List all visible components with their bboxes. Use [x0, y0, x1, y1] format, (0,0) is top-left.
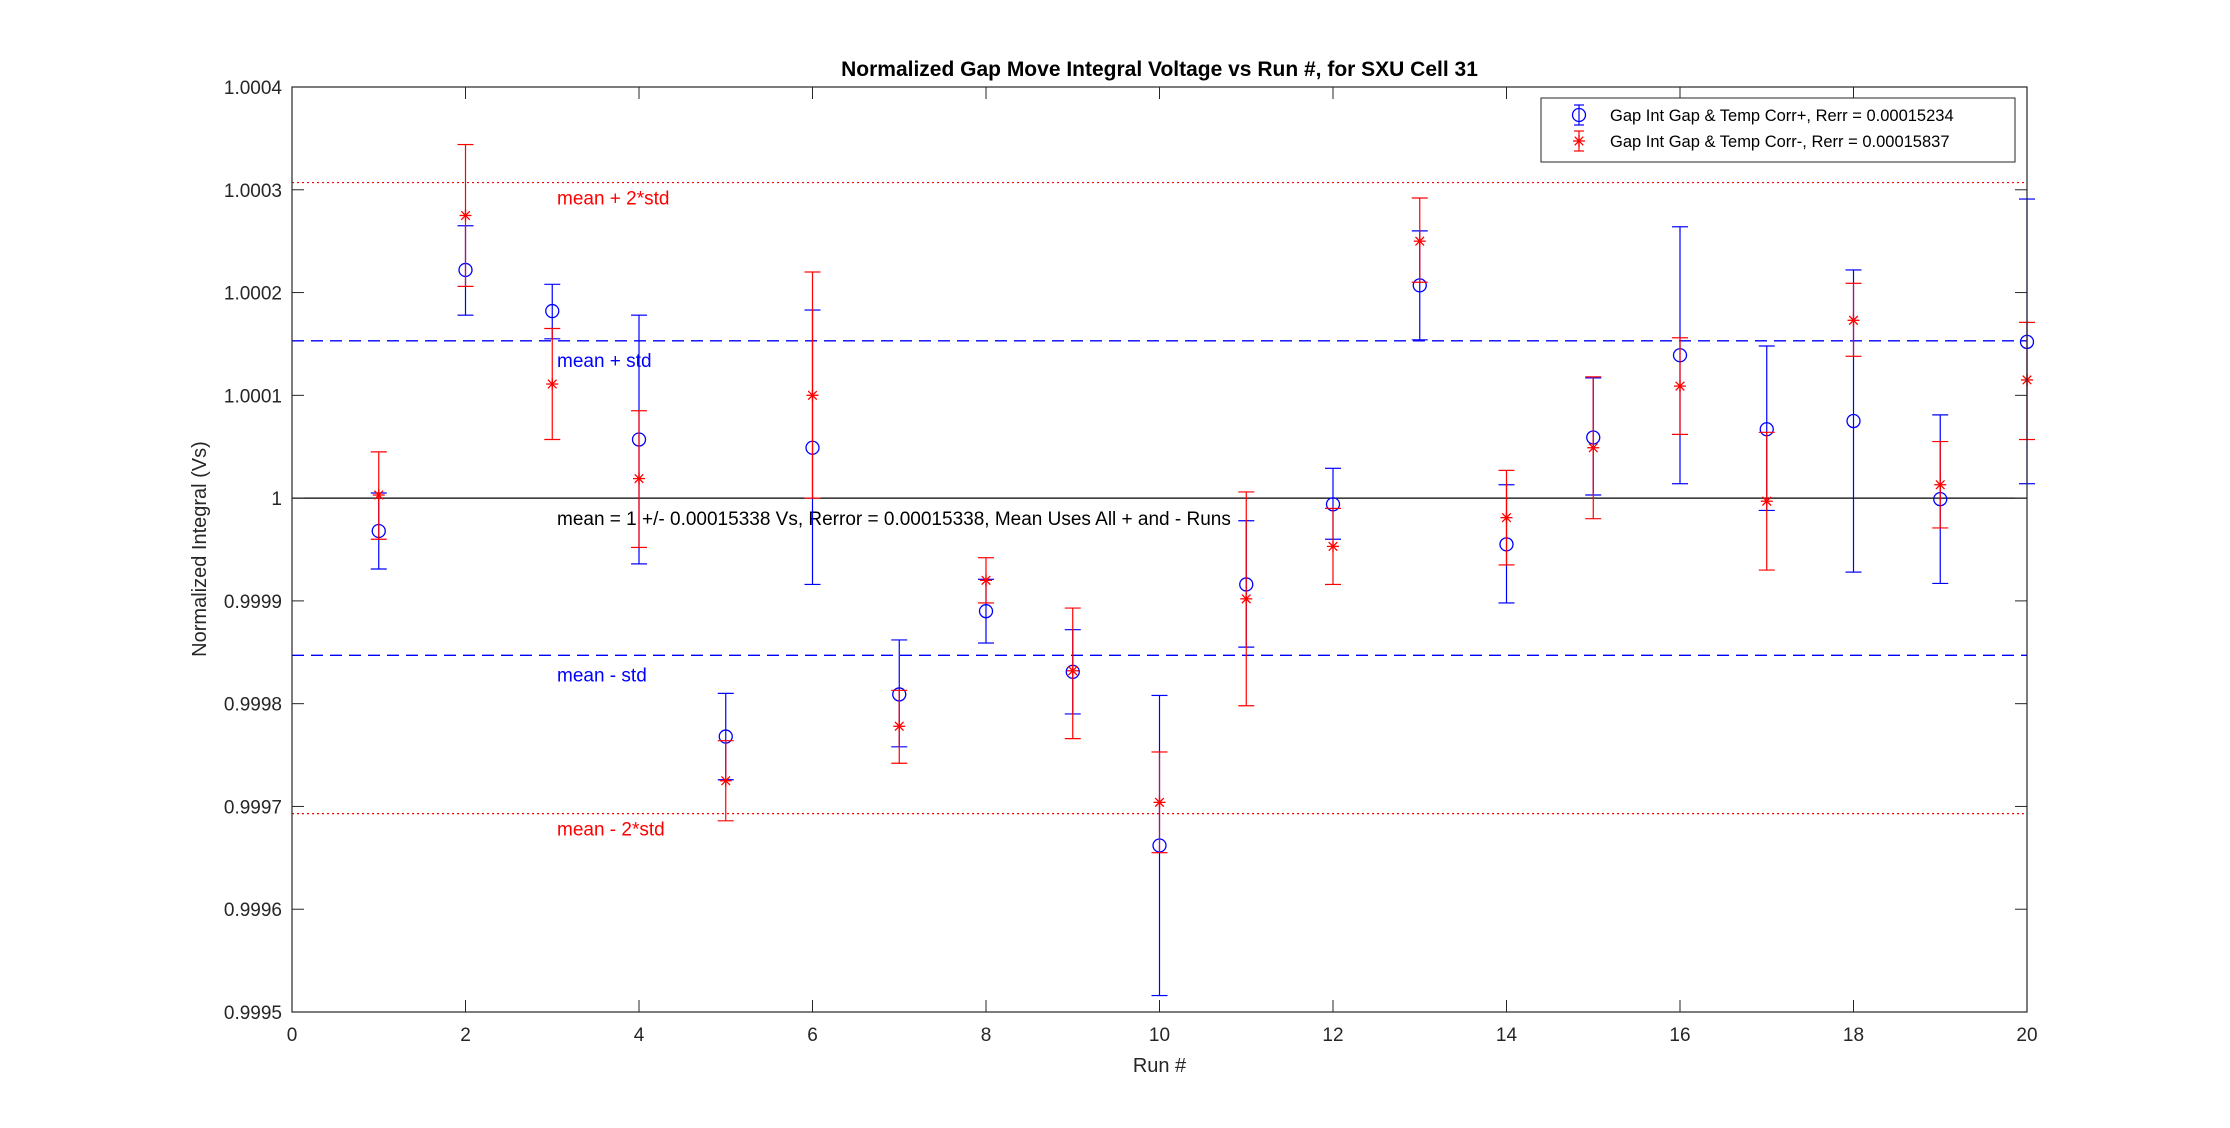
reference-lines	[292, 181, 2027, 815]
data-point	[1153, 796, 1166, 809]
reference-line-labels: mean + 2*std mean + std mean = 1 +/- 0.000…	[557, 189, 1231, 841]
reference-line-label-4: mean - 2*std	[557, 820, 665, 841]
data-point	[980, 574, 992, 587]
x-tick-label: 8	[981, 1025, 992, 1046]
x-tick-label: 16	[1669, 1025, 1690, 1046]
x-tick-label: 12	[1322, 1025, 1343, 1046]
legend-symbol	[1573, 135, 1585, 147]
data-point	[1240, 592, 1253, 605]
data-point	[1674, 380, 1686, 393]
legend-marker-corr-plus	[1571, 104, 1587, 126]
data-point	[893, 720, 906, 733]
data-point	[978, 604, 994, 619]
x-axis: 0 2 4 6 8 10 12 14 16 18 20	[287, 87, 2038, 1046]
chart-title: Normalized Gap Move Integral Voltage vs …	[841, 58, 1478, 81]
y-tick-label: 0.9996	[224, 900, 282, 921]
x-tick-label: 18	[1843, 1025, 1864, 1046]
legend-box	[1540, 97, 2016, 163]
legend-entry-corr-plus: Gap Int Gap & Temp Corr+, Rerr = 0.00015…	[1610, 107, 1954, 125]
data-point	[1500, 511, 1513, 524]
x-tick-label: 0	[287, 1025, 298, 1046]
data-point	[1847, 314, 1860, 327]
data-point	[1413, 235, 1426, 248]
y-axis: 0.9995 0.9996 0.9997 0.9998 0.9999 1 1.0001 1.0…	[224, 78, 2027, 1024]
data-point	[633, 472, 645, 485]
y-tick-label: 0.9999	[224, 592, 282, 613]
error-bar	[804, 271, 821, 499]
data-point	[719, 774, 732, 787]
data-point	[1587, 441, 1600, 454]
legend-symbol	[1571, 107, 1587, 123]
legend-entry-corr-minus: Gap Int Gap & Temp Corr-, Rerr = 0.00015…	[1610, 133, 1950, 151]
data-point	[545, 303, 560, 319]
y-tick-label: 1.0002	[224, 284, 282, 305]
x-tick-label: 2	[460, 1025, 471, 1046]
x-tick-label: 6	[807, 1025, 818, 1046]
y-tick-label: 0.9995	[224, 1003, 282, 1024]
data-point	[1846, 413, 1861, 429]
y-tick-label: 0.9997	[224, 797, 282, 818]
data-point	[1760, 495, 1773, 508]
y-tick-label: 1.0003	[224, 181, 282, 202]
y-axis-label: Normalized Integral (Vs)	[189, 441, 211, 657]
data-point	[546, 378, 559, 391]
x-tick-label: 10	[1149, 1025, 1170, 1046]
data-point	[1066, 664, 1079, 677]
series-1	[370, 143, 2035, 854]
reference-line-label-0: mean + 2*std	[557, 189, 670, 210]
x-tick-label: 4	[634, 1025, 645, 1046]
y-tick-label: 1	[271, 489, 282, 510]
y-tick-label: 1.0004	[224, 78, 283, 99]
data-point	[1327, 540, 1339, 553]
data-point	[372, 489, 385, 502]
legend: Gap Int Gap & Temp Corr+, Rerr = 0.00015…	[1540, 97, 2016, 163]
reference-line-label-2: mean = 1 +/- 0.00015338 Vs, Rerror = 0.0…	[557, 509, 1231, 530]
data-point	[459, 209, 472, 222]
x-tick-label: 20	[2016, 1025, 2037, 1046]
y-tick-label: 0.9998	[224, 695, 282, 716]
data-point	[806, 389, 819, 402]
y-tick-label: 1.0001	[224, 386, 282, 407]
x-axis-label: Run #	[1133, 1055, 1187, 1077]
x-tick-label: 14	[1496, 1025, 1518, 1046]
legend-marker-corr-minus	[1573, 130, 1585, 152]
reference-line-label-1: mean + std	[557, 351, 652, 372]
reference-line-label-3: mean - std	[557, 665, 647, 686]
data-point	[1934, 478, 1947, 491]
data-series	[370, 143, 2035, 997]
